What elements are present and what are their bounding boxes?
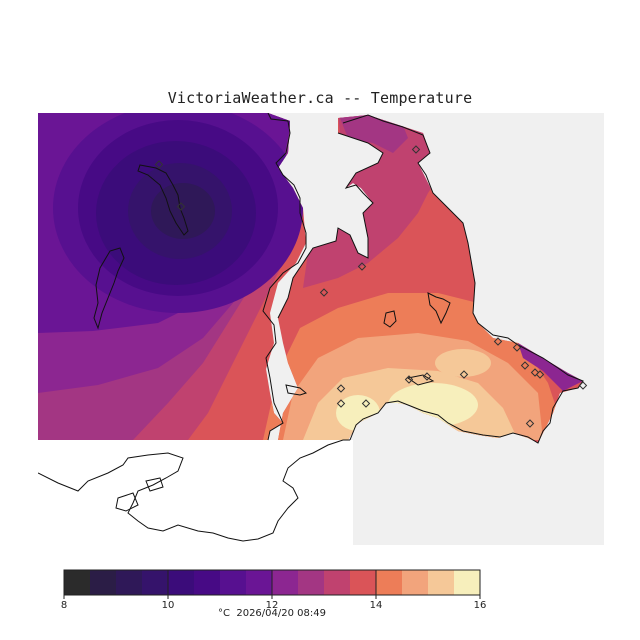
- map-title: VictoriaWeather.ca -- Temperature: [167, 89, 473, 107]
- legend-color-bin: [428, 570, 455, 595]
- legend-color-bin: [298, 570, 325, 595]
- legend-color-bin: [246, 570, 273, 595]
- legend-color-bin: [116, 570, 143, 595]
- coastlines: [38, 113, 584, 542]
- legend-color-bin: [454, 570, 481, 595]
- station-diamond-icon[interactable]: [336, 384, 346, 393]
- station-diamond-icon[interactable]: [578, 381, 588, 390]
- station-diamond-icon[interactable]: [154, 160, 164, 169]
- island-outline-lower-2: [145, 477, 164, 492]
- station-diamond-icon[interactable]: [535, 370, 545, 379]
- station-diamond-icon[interactable]: [357, 262, 367, 271]
- coastline-lower-mainland: [38, 439, 350, 542]
- island-outline-north: [137, 164, 189, 236]
- legend-color-bins: [64, 570, 481, 595]
- station-diamond-icon[interactable]: [512, 343, 522, 352]
- legend-color-bin: [272, 570, 299, 595]
- legend-color-bin: [168, 570, 195, 595]
- island-outline-lower-1: [115, 492, 139, 512]
- island-outline-small-1: [383, 310, 397, 328]
- station-diamond-icon[interactable]: [176, 202, 186, 211]
- island-outline-small-2: [285, 384, 308, 396]
- legend-color-bin: [64, 570, 91, 595]
- coastline-inlet: [277, 132, 384, 319]
- legend-color-bin: [402, 570, 429, 595]
- station-diamond-icon[interactable]: [493, 337, 503, 346]
- legend-color-bin: [90, 570, 117, 595]
- legend-tick-marks: [63, 570, 481, 599]
- coastline-east-peninsula: [342, 114, 584, 444]
- station-diamond-icon[interactable]: [404, 375, 414, 384]
- temperature-color-legend: 8 10 12 14 16: [61, 569, 487, 611]
- legend-color-bin: [220, 570, 247, 595]
- station-diamond-icon[interactable]: [520, 361, 530, 370]
- legend-color-bin: [350, 570, 377, 595]
- legend-color-bin: [376, 570, 403, 595]
- station-diamond-icon[interactable]: [361, 399, 371, 408]
- legend-color-bin: [324, 570, 351, 595]
- station-diamond-icon[interactable]: [525, 419, 535, 428]
- station-diamond-icon[interactable]: [459, 370, 469, 379]
- island-outline-bay: [406, 374, 435, 386]
- legend-tick-label: 16: [474, 600, 487, 611]
- legend-tick-label: 8: [61, 600, 67, 611]
- station-diamond-icon[interactable]: [411, 145, 421, 154]
- island-outline-central: [427, 292, 451, 325]
- legend-caption: °C 2026/04/20 08:49: [0, 608, 544, 619]
- legend-unit: °C: [218, 608, 230, 619]
- legend-color-bin: [194, 570, 221, 595]
- legend-tick-label: 12: [266, 600, 279, 611]
- legend-timestamp: 2026/04/20 08:49: [236, 608, 326, 619]
- station-diamond-icon[interactable]: [319, 288, 329, 297]
- station-diamond-icon[interactable]: [422, 372, 432, 381]
- temperature-map[interactable]: [38, 113, 604, 545]
- coastline-west-shore: [262, 113, 307, 441]
- station-diamond-icon[interactable]: [530, 368, 540, 377]
- legend-tick-label: 14: [370, 600, 383, 611]
- legend-tick-label: 10: [162, 600, 175, 611]
- island-outline-west: [93, 247, 125, 330]
- station-markers[interactable]: [154, 145, 588, 428]
- station-diamond-icon[interactable]: [336, 399, 346, 408]
- legend-color-bin: [142, 570, 169, 595]
